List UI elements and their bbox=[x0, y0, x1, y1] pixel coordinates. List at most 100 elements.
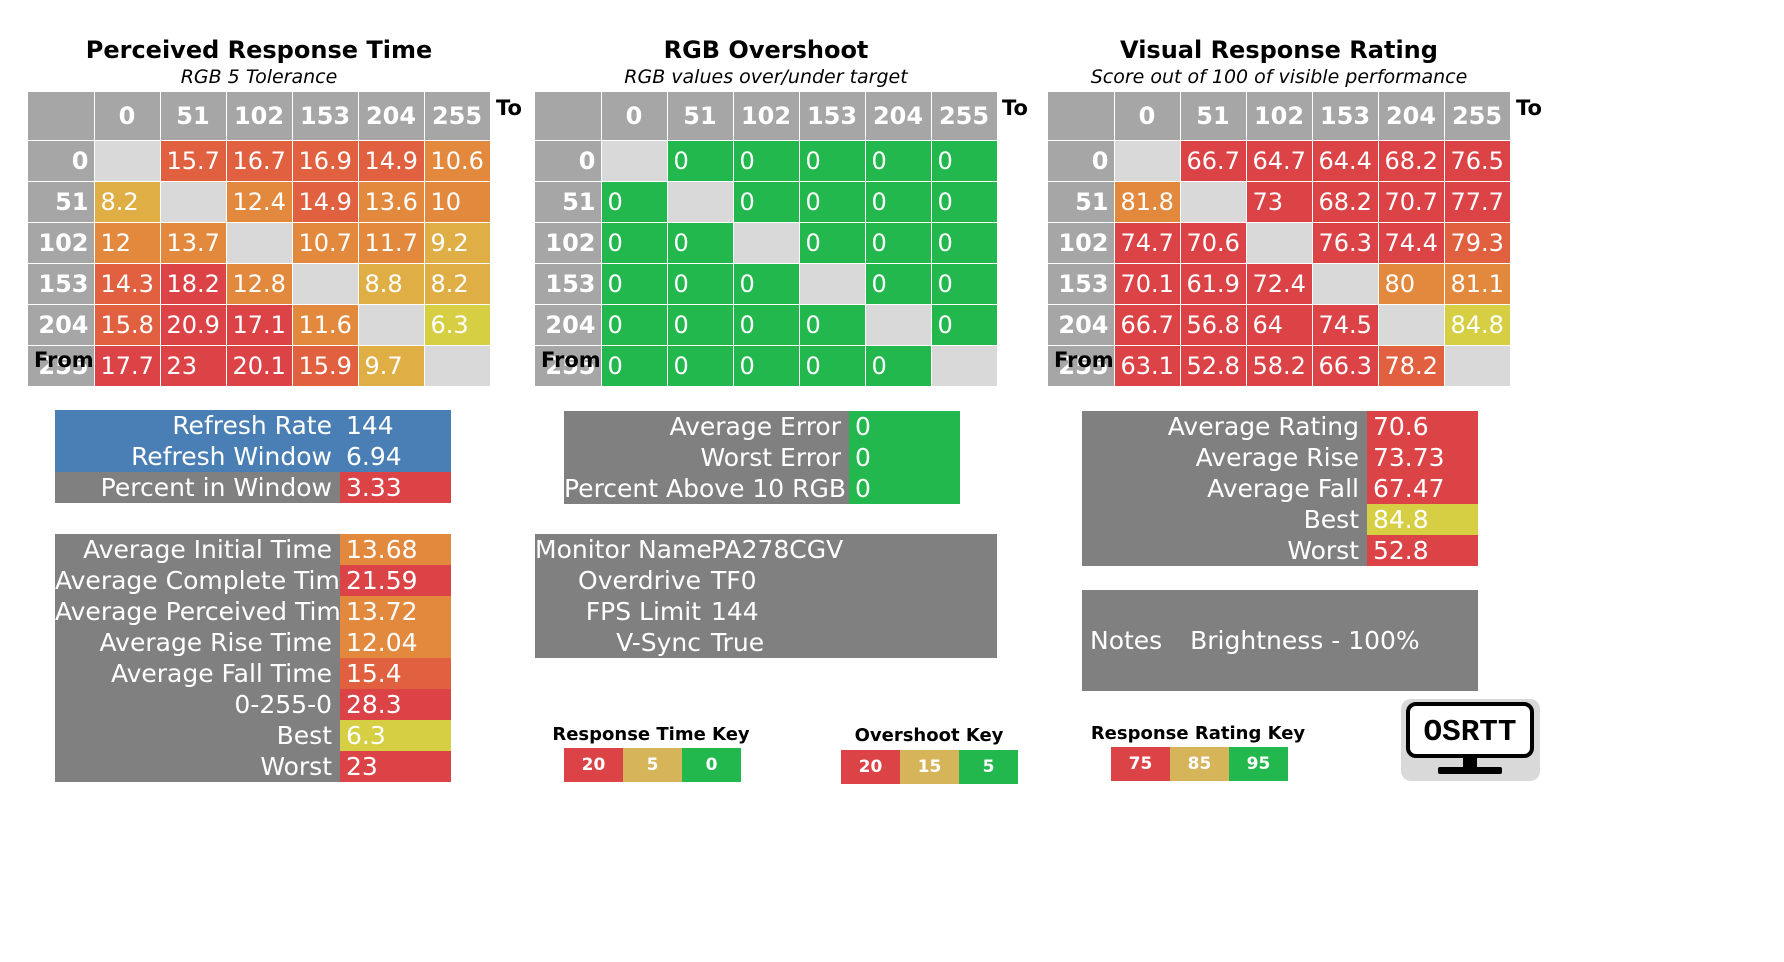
overshoot-from-header: 204 bbox=[535, 304, 602, 346]
rating-corner bbox=[1048, 92, 1115, 141]
monitor-value: TF0 bbox=[711, 566, 757, 595]
rating-cell: 64.4 bbox=[1312, 140, 1379, 182]
rating-to-header: 153 bbox=[1312, 92, 1379, 141]
error-label: Worst Error bbox=[700, 443, 841, 472]
perceived-diagonal-cell bbox=[226, 222, 293, 264]
overshoot-cell: 0 bbox=[733, 181, 800, 223]
perceived-title: Perceived Response Time bbox=[85, 36, 433, 64]
rating-from-header: 0 bbox=[1048, 140, 1115, 182]
rating-cell: 77.7 bbox=[1444, 181, 1511, 223]
error-row: Worst Error 0 bbox=[564, 442, 960, 473]
overshoot-title: RGB Overshoot bbox=[663, 36, 869, 64]
rating-cell: 74.4 bbox=[1378, 222, 1445, 264]
times-label: Average Rise Time bbox=[99, 628, 332, 657]
overshoot-cell: 0 bbox=[667, 222, 734, 264]
times-value: 21.59 bbox=[340, 565, 451, 596]
overshoot-cell: 0 bbox=[931, 304, 998, 346]
perceived-cell: 15.7 bbox=[160, 140, 227, 182]
overshoot-cell: 0 bbox=[667, 304, 734, 346]
rating-cell: 81.8 bbox=[1114, 181, 1181, 223]
overshoot-cell: 0 bbox=[931, 140, 998, 182]
perceived-diagonal-cell bbox=[358, 304, 425, 346]
error-label: Percent Above 10 RGB bbox=[564, 474, 847, 503]
rating-cell: 68.2 bbox=[1378, 140, 1445, 182]
rating-cell: 70.6 bbox=[1180, 222, 1247, 264]
monitor-info-panel: Monitor Name PA278CGV Overdrive TF0 FPS Limi… bbox=[535, 534, 997, 658]
notes-value: Brightness - 100% bbox=[1190, 626, 1420, 655]
rating-cell: 66.7 bbox=[1114, 304, 1181, 346]
perceived-from-header: 204 bbox=[28, 304, 95, 346]
perceived-to-header: 153 bbox=[292, 92, 359, 141]
response-time-key-title: Response Time Key bbox=[552, 724, 750, 745]
error-row: Average Error 0 bbox=[564, 411, 960, 442]
perceived-cell: 20.1 bbox=[226, 345, 293, 387]
overshoot-from-header: 51 bbox=[535, 181, 602, 223]
perceived-from-label: From bbox=[34, 348, 94, 372]
rating-diagonal-cell bbox=[1444, 345, 1511, 387]
perceived-from-header: 51 bbox=[28, 181, 95, 223]
overshoot-cell: 0 bbox=[601, 345, 668, 387]
error-value: 0 bbox=[849, 442, 960, 473]
monitor-label: V-Sync bbox=[616, 628, 701, 657]
rating-cell: 76.5 bbox=[1444, 140, 1511, 182]
perceived-to-label: To bbox=[496, 96, 522, 120]
overshoot-key-cell: 5 bbox=[959, 750, 1018, 784]
rating-cell: 58.2 bbox=[1246, 345, 1313, 387]
overshoot-diagonal-cell bbox=[733, 222, 800, 264]
rating-cell: 64.7 bbox=[1246, 140, 1313, 182]
overshoot-cell: 0 bbox=[667, 263, 734, 305]
overshoot-cell: 0 bbox=[799, 222, 866, 264]
rating-summary-value: 73.73 bbox=[1367, 442, 1478, 473]
overshoot-cell: 0 bbox=[865, 222, 932, 264]
perceived-cell: 10.6 bbox=[424, 140, 491, 182]
refresh-row: Percent in Window 3.33 bbox=[55, 472, 451, 503]
monitor-label: Overdrive bbox=[578, 566, 701, 595]
overshoot-cell: 0 bbox=[799, 140, 866, 182]
rating-cell: 79.3 bbox=[1444, 222, 1511, 264]
rating-summary-row: Average Fall 67.47 bbox=[1082, 473, 1478, 504]
error-row: Percent Above 10 RGB 0 bbox=[564, 473, 960, 504]
refresh-value: 6.94 bbox=[340, 441, 451, 472]
rating-from-header: 255 bbox=[1048, 345, 1115, 387]
rating-to-header: 102 bbox=[1246, 92, 1313, 141]
perceived-cell: 18.2 bbox=[160, 263, 227, 305]
response-rating-key-cell: 75 bbox=[1111, 747, 1170, 781]
overshoot-cell: 0 bbox=[799, 181, 866, 223]
rating-cell: 70.1 bbox=[1114, 263, 1181, 305]
rating-diagonal-cell bbox=[1180, 181, 1247, 223]
monitor-row: FPS Limit 144 bbox=[535, 596, 997, 627]
overshoot-to-header: 153 bbox=[799, 92, 866, 141]
overshoot-diagonal-cell bbox=[799, 263, 866, 305]
overshoot-matrix: 0 51 102 153 204 255 0 0 0 0 0 0 51 0 0 0 0 0 102 0 0 0 0 0 153 0… bbox=[535, 92, 998, 387]
overshoot-to-header: 204 bbox=[865, 92, 932, 141]
times-value: 15.4 bbox=[340, 658, 451, 689]
times-label: Worst bbox=[260, 752, 332, 781]
overshoot-cell: 0 bbox=[865, 345, 932, 387]
overshoot-key-title: Overshoot Key bbox=[854, 725, 1004, 746]
rating-to-header: 255 bbox=[1444, 92, 1511, 141]
times-label: Average Complete Time bbox=[55, 566, 356, 595]
rating-diagonal-cell bbox=[1312, 263, 1379, 305]
overshoot-cell: 0 bbox=[667, 140, 734, 182]
times-label: Average Fall Time bbox=[110, 659, 332, 688]
rating-cell: 80 bbox=[1378, 263, 1445, 305]
perceived-cell: 16.7 bbox=[226, 140, 293, 182]
rating-summary-label: Best bbox=[1303, 505, 1359, 534]
monitor-row: Monitor Name PA278CGV bbox=[535, 534, 997, 565]
rating-from-header: 102 bbox=[1048, 222, 1115, 264]
overshoot-cell: 0 bbox=[733, 263, 800, 305]
overshoot-to-header: 102 bbox=[733, 92, 800, 141]
perceived-to-header: 51 bbox=[160, 92, 227, 141]
perceived-cell: 8.2 bbox=[94, 181, 161, 223]
refresh-label: Refresh Rate bbox=[172, 411, 332, 440]
perceived-cell: 15.8 bbox=[94, 304, 161, 346]
rating-cell: 63.1 bbox=[1114, 345, 1181, 387]
overshoot-key-cell: 20 bbox=[841, 750, 900, 784]
refresh-row: Refresh Rate 144 bbox=[55, 410, 451, 441]
rating-summary-value: 52.8 bbox=[1367, 535, 1478, 566]
perceived-from-header: 255 bbox=[28, 345, 95, 387]
perceived-cell: 17.1 bbox=[226, 304, 293, 346]
logo-text: OSRTT bbox=[1423, 715, 1516, 750]
overshoot-cell: 0 bbox=[601, 222, 668, 264]
perceived-cell: 23 bbox=[160, 345, 227, 387]
